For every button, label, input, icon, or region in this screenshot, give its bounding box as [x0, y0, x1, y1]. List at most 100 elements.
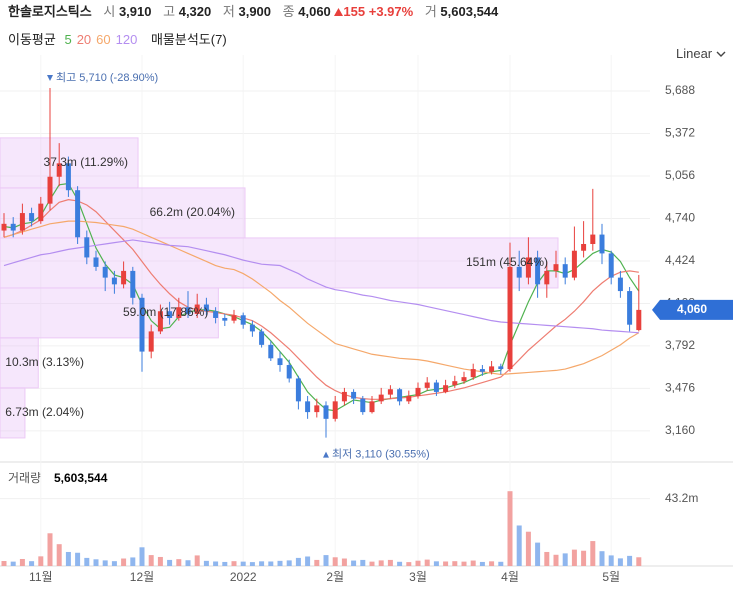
- volume-bar: [167, 559, 173, 566]
- volume-bar: [277, 560, 283, 566]
- volume-bar: [305, 556, 311, 566]
- legend-entry[interactable]: 60: [96, 32, 111, 47]
- ma-line: [3, 220, 640, 376]
- volume-bar: [240, 561, 246, 566]
- volume-bar: [452, 561, 458, 566]
- profile-label: 66.2m (20.04%): [150, 205, 235, 219]
- volume-bar: [286, 560, 292, 566]
- candle-body: [93, 257, 99, 267]
- open-label: 시: [103, 4, 116, 19]
- chevron: [716, 51, 726, 57]
- last-price-label: 4,060: [677, 302, 707, 316]
- x-tick-label: 12월: [130, 570, 154, 584]
- y-tick-label: 5,372: [665, 126, 695, 140]
- candle-body: [636, 309, 642, 331]
- volume-bar: [19, 558, 25, 566]
- candle-body: [627, 291, 633, 325]
- candle-body: [516, 266, 522, 278]
- profile-bar: [0, 387, 26, 439]
- candle-body: [369, 401, 375, 413]
- x-tick-label: 5월: [602, 570, 620, 584]
- candle-body: [176, 307, 182, 318]
- volume-bar: [231, 561, 237, 566]
- profile-label[interactable]: 매물분석도(7): [150, 32, 227, 47]
- volume-bar: [203, 560, 209, 566]
- volume-bar: [1, 561, 7, 566]
- stock-name: 한솔로지스틱스: [8, 4, 92, 19]
- volume-bar: [525, 531, 531, 566]
- change: 155: [343, 4, 366, 19]
- low-label: 저: [222, 4, 235, 19]
- volume-bar: [535, 542, 541, 566]
- low-value: 3,900: [238, 4, 272, 19]
- candle-body: [351, 391, 357, 399]
- volume-bar: [29, 561, 35, 566]
- candle-body: [553, 264, 559, 271]
- candle-body: [489, 366, 495, 372]
- scale-label[interactable]: Linear: [676, 46, 713, 61]
- volume-bar: [498, 561, 504, 566]
- x-tick-label: 2022: [230, 570, 257, 584]
- volume-bar: [433, 561, 439, 566]
- ma-line: [3, 199, 639, 400]
- volume-bar: [139, 547, 145, 566]
- candle-body: [121, 270, 127, 285]
- candle-body: [75, 190, 81, 238]
- volume-bar: [222, 561, 228, 566]
- candle-body: [213, 311, 219, 318]
- volume-bar: [185, 560, 191, 566]
- y-tick-label: 3,476: [665, 381, 695, 395]
- candle-body: [185, 307, 191, 314]
- high-label: 고: [163, 4, 176, 19]
- candle-body: [424, 382, 430, 388]
- x-tick-label: 3월: [409, 570, 427, 584]
- ma-label[interactable]: 이동평균: [8, 32, 56, 47]
- candle-body: [608, 253, 614, 278]
- candle-body: [148, 331, 154, 352]
- candle-body: [157, 311, 163, 332]
- candle-body: [10, 223, 16, 231]
- volume-bar: [387, 559, 393, 566]
- volume-value: 5,603,544: [440, 4, 499, 19]
- profile-label: 6.73m (2.04%): [5, 405, 84, 419]
- close-value: 4,060: [298, 4, 331, 19]
- candle-body: [433, 382, 439, 392]
- candle-body: [406, 395, 412, 402]
- volume-bar: [102, 560, 108, 566]
- volume-bar: [360, 559, 366, 566]
- candle-body: [415, 387, 421, 396]
- volume-bar: [406, 562, 412, 566]
- volume-bar: [489, 561, 495, 566]
- candle-body: [286, 365, 292, 379]
- volume-bar: [65, 551, 71, 566]
- annotation-arrow: [323, 451, 329, 458]
- volume-bar: [295, 557, 301, 566]
- candle-body: [544, 270, 550, 285]
- volume-bar: [56, 544, 62, 566]
- legend-entry[interactable]: 5: [64, 32, 72, 47]
- volume-bar: [176, 559, 182, 566]
- volume-bar: [562, 553, 568, 566]
- legend-entry[interactable]: 120: [115, 32, 138, 47]
- volume-bar: [75, 552, 81, 566]
- volume-bar: [443, 561, 449, 566]
- volume-bar: [553, 554, 559, 566]
- profile-label: 151m (45.64%): [466, 255, 548, 269]
- volume-bar: [507, 491, 513, 566]
- volume-bar: [479, 561, 485, 566]
- volume-bar: [121, 558, 127, 566]
- volume-bar: [130, 557, 136, 566]
- candle-body: [29, 213, 35, 222]
- last-price-tag: [652, 299, 733, 320]
- volume-bar: [10, 561, 16, 566]
- legend-entry[interactable]: 20: [76, 32, 92, 47]
- candle-body: [332, 401, 338, 419]
- candle-body: [617, 277, 623, 292]
- candle-body: [525, 257, 531, 278]
- volume-bar: [608, 555, 614, 566]
- scale-toggle[interactable]: Linear: [676, 46, 726, 61]
- candle-body: [452, 381, 458, 386]
- candle-body: [19, 213, 25, 231]
- volume-label: 거: [424, 4, 437, 19]
